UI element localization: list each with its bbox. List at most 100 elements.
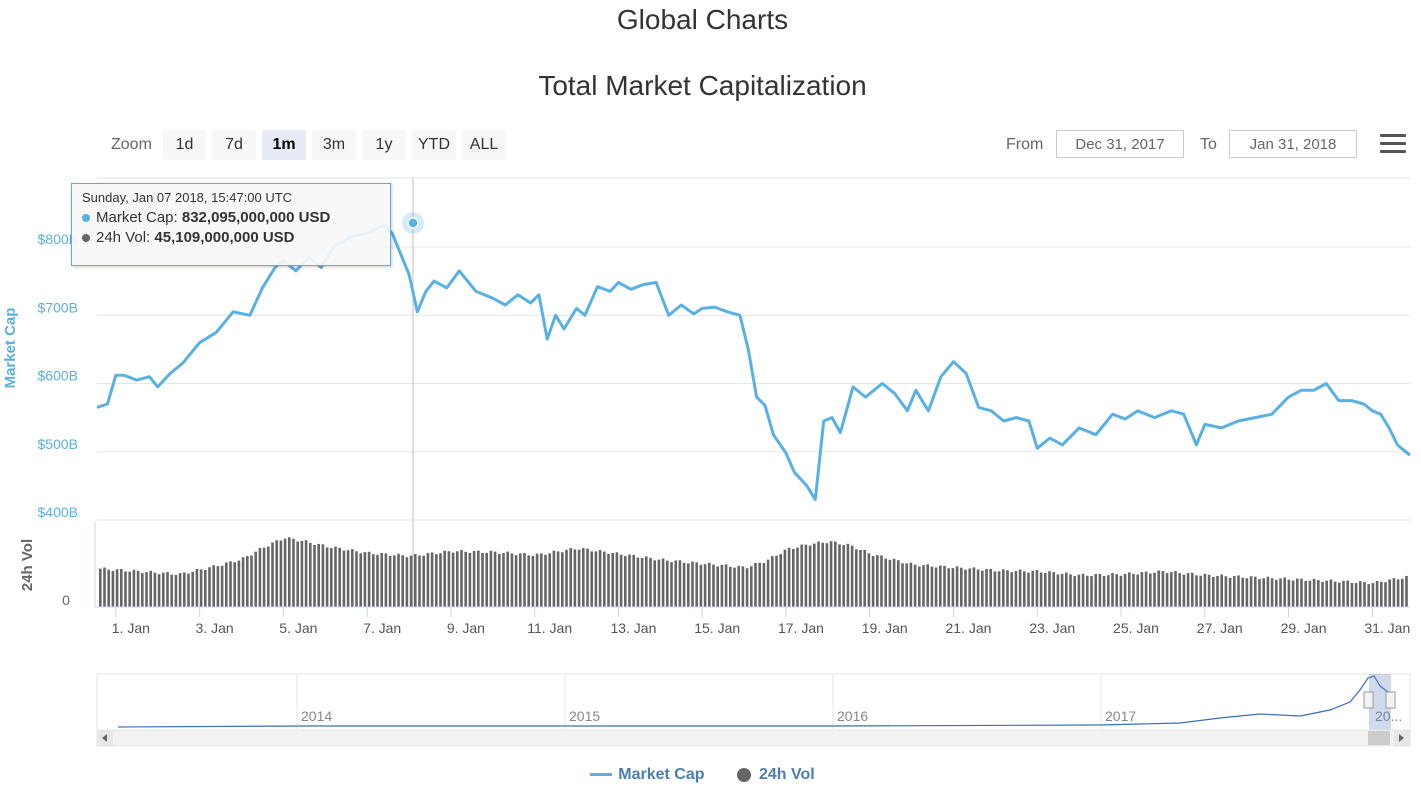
x-tick-label: 29. Jan — [1281, 620, 1327, 636]
vol-bar — [1002, 569, 1005, 607]
zoom-button-1y[interactable]: 1y — [362, 130, 406, 160]
tooltip-market-cap-label: Market Cap: — [96, 209, 178, 226]
navigator-right-handle[interactable] — [1385, 691, 1396, 709]
vol-bar — [1136, 574, 1139, 607]
hamburger-menu-icon[interactable] — [1380, 134, 1406, 156]
vol-bar — [750, 566, 753, 607]
range-from-input[interactable]: Dec 31, 2017 — [1056, 130, 1184, 158]
x-tick-label: 17. Jan — [778, 620, 824, 636]
market-cap-dot-icon — [82, 214, 90, 223]
vol-bar — [519, 553, 522, 607]
legend-item-vol[interactable]: 24h Vol — [736, 766, 815, 784]
vol-bar — [225, 562, 228, 607]
vol-bar — [493, 551, 497, 607]
vol-bar — [964, 569, 967, 607]
navigator-line — [117, 675, 1389, 728]
vol-bar — [1023, 571, 1026, 607]
vol-bar — [1031, 570, 1034, 607]
x-tick-label: 1. Jan — [112, 620, 150, 636]
vol-bar — [1027, 572, 1030, 607]
x-tick-label: 27. Jan — [1197, 620, 1243, 636]
vol-bar — [527, 555, 530, 607]
vol-bar — [825, 543, 829, 607]
vol-bar — [456, 551, 459, 607]
vol-bar — [502, 553, 505, 607]
vol-bar — [414, 554, 417, 607]
tooltip-market-cap-row: Market Cap: 832,095,000,000 USD — [82, 208, 380, 228]
vol-bar — [1396, 579, 1400, 607]
vol-bar — [380, 553, 383, 607]
navigator-left-handle[interactable] — [1363, 691, 1374, 709]
vol-bar — [430, 552, 434, 607]
vol-bar — [687, 563, 690, 607]
vol-bar — [321, 544, 325, 607]
vol-bar — [695, 562, 698, 607]
vol-bar — [871, 556, 875, 607]
vol-bar — [762, 563, 766, 607]
vol-bar — [325, 547, 329, 607]
vol-bar — [1312, 578, 1316, 607]
vol-bar — [598, 550, 602, 607]
zoom-button-all[interactable]: ALL — [462, 130, 506, 160]
vol-bar — [821, 542, 824, 607]
vol-bar — [678, 560, 682, 607]
vol-bar — [632, 554, 635, 607]
vol-bar — [666, 560, 669, 607]
vol-bar — [317, 543, 320, 607]
vol-bar — [859, 550, 862, 607]
tooltip-date: Sunday, Jan 07 2018, 15:47:00 UTC — [82, 190, 293, 205]
vol-bar — [1182, 574, 1186, 607]
x-tick-label: 25. Jan — [1113, 620, 1159, 636]
vol-bar — [1300, 578, 1303, 607]
vol-bar — [220, 565, 224, 607]
vol-bar — [607, 554, 610, 607]
vol-bar — [1405, 575, 1408, 607]
vol-bar — [472, 551, 476, 607]
vol-bar — [426, 553, 430, 607]
vol-bar — [670, 562, 673, 607]
vol-bar — [628, 554, 631, 607]
x-tick-label: 7. Jan — [363, 620, 401, 636]
scroll-right-button[interactable] — [1394, 730, 1410, 746]
vol-bar — [876, 555, 879, 607]
zoom-button-7d[interactable]: 7d — [212, 130, 256, 160]
y-tick-label: $400B — [38, 504, 78, 520]
vol-bar — [699, 564, 703, 607]
vol-bar — [649, 557, 652, 607]
vol-bar — [661, 558, 665, 607]
legend-item-market-cap[interactable]: Market Cap — [590, 766, 705, 784]
vol-bar — [388, 555, 392, 607]
vol-bar — [300, 541, 304, 607]
navigator-selected-range[interactable] — [1369, 674, 1391, 730]
vol-bar — [1329, 579, 1333, 607]
vol-bar — [405, 557, 409, 607]
range-to-input[interactable]: Jan 31, 2018 — [1229, 130, 1357, 158]
scrollbar-track[interactable] — [96, 729, 1411, 747]
vol-bar — [586, 548, 589, 607]
vol-bar — [1233, 576, 1236, 607]
vol-bar — [1153, 572, 1156, 607]
vol-bar — [208, 567, 211, 607]
vol-bar — [103, 567, 106, 607]
vol-bar — [1174, 571, 1177, 607]
scroll-left-button[interactable] — [97, 730, 113, 746]
vol-bar — [960, 567, 963, 607]
zoom-button-ytd[interactable]: YTD — [412, 130, 456, 160]
scrollbar-thumb[interactable] — [1368, 731, 1390, 745]
zoom-button-3m[interactable]: 3m — [312, 130, 356, 160]
vol-bar — [619, 554, 623, 607]
tooltip-vol-label: 24h Vol: — [96, 229, 151, 246]
vol-bar — [775, 555, 778, 607]
vol-bar — [1010, 572, 1013, 607]
arrow-left-icon — [102, 734, 107, 742]
vol-bar — [540, 553, 543, 607]
zoom-button-1m[interactable]: 1m — [262, 130, 306, 160]
vol-bar — [1325, 580, 1328, 607]
navigator-label: 20... — [1375, 708, 1402, 724]
vol-bar — [552, 550, 556, 607]
zoom-button-1d[interactable]: 1d — [163, 130, 206, 160]
vol-bar — [309, 542, 312, 607]
vol-bar — [926, 564, 929, 607]
vol-bar — [1039, 572, 1043, 607]
vol-bar — [124, 571, 127, 607]
